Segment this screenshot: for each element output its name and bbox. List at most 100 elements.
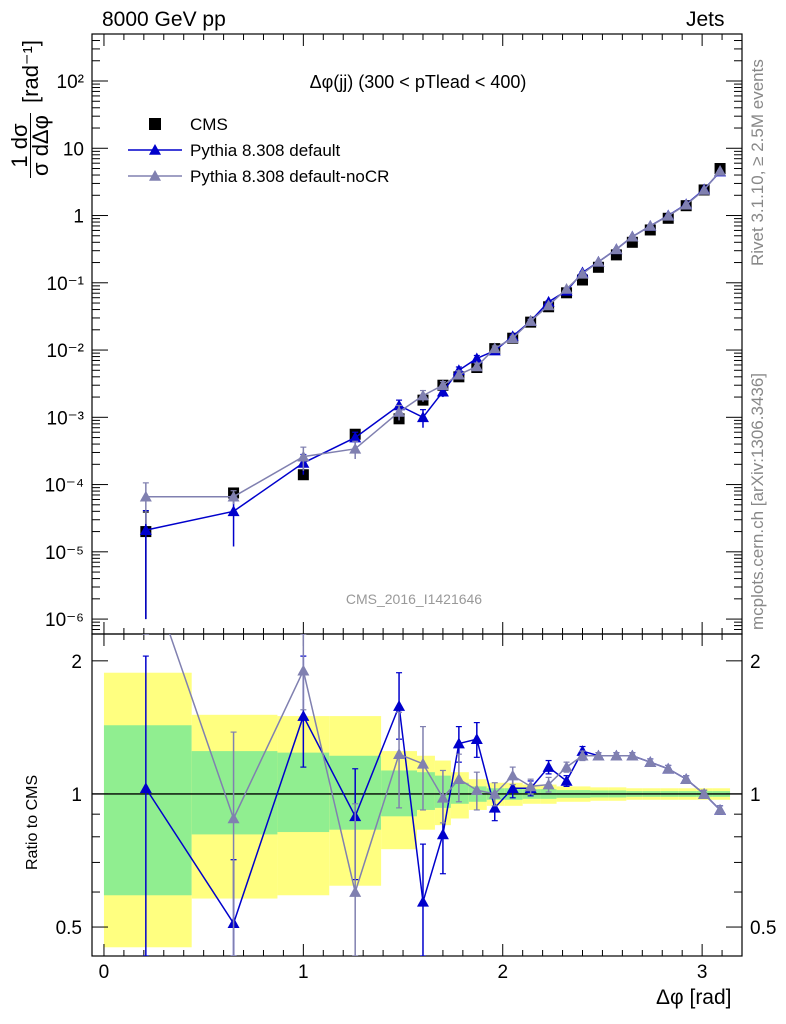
ratio-y-tick-label-right: 1 [750, 785, 761, 806]
data-point [227, 490, 240, 502]
ratio-y-tick-label-right: 2 [750, 652, 761, 673]
ratio-y-tick-label: 2 [71, 652, 82, 673]
ratio-point [542, 778, 555, 790]
data-point [714, 164, 727, 176]
data-point [470, 352, 483, 364]
x-tick-label: 3 [697, 962, 708, 983]
ratio-point [416, 895, 429, 907]
data-point [680, 198, 693, 210]
ratio-point [436, 791, 449, 803]
ratio-point [393, 700, 406, 711]
analysis-watermark: CMS_2016_I1421646 [346, 591, 482, 607]
ratio-point [470, 733, 483, 744]
ratio-y-tick-label: 0.5 [56, 918, 82, 939]
data-point [416, 411, 429, 423]
x-tick-label: 1 [298, 962, 309, 983]
data-point [452, 368, 465, 380]
data-point [524, 315, 537, 326]
ratio-point [488, 787, 501, 799]
ratio-frame [91, 633, 743, 957]
legend: CMS Pythia 8.308 default Pythia 8.308 defa… [128, 115, 389, 186]
data-point [227, 505, 240, 517]
data-point [488, 342, 501, 354]
data-point [349, 442, 362, 454]
y-tick-label: 10 [63, 139, 84, 160]
x-axis-label: Δφ [rad] [656, 986, 732, 1009]
ratio-point [349, 886, 362, 897]
ratio-point [470, 784, 483, 795]
ratio-point [626, 749, 639, 761]
ratio-point [488, 801, 501, 813]
data-point [626, 236, 638, 248]
ratio-point [680, 773, 693, 784]
ratio-series-pythia-8-308-default-nocr [142, 634, 727, 956]
data-point [662, 209, 675, 221]
y-tick-label: 1 [73, 207, 84, 228]
ratio-point [576, 749, 589, 761]
ratio-point [592, 749, 605, 761]
ratio-y-tick-label: 1 [71, 785, 82, 806]
ratio-point [662, 762, 675, 774]
ratio-point [436, 828, 449, 840]
band-green [450, 782, 469, 804]
data-point [436, 385, 449, 397]
legend-label: Pythia 8.308 default [190, 141, 341, 160]
data-point [610, 249, 622, 261]
ratio-point [542, 761, 555, 772]
data-point [139, 490, 152, 502]
data-point [592, 255, 605, 267]
header-right-label: Jets [686, 8, 725, 31]
ratio-point [297, 664, 310, 676]
legend-label: Pythia 8.308 default-noCR [190, 167, 389, 186]
y-tick-label: 10⁻² [47, 341, 85, 362]
band-green [417, 772, 435, 810]
ratio-point [560, 774, 573, 786]
ratio-point [416, 757, 429, 769]
series-pythia-8-308-default-nocr [139, 164, 727, 524]
y-tick-label: 10⁻⁶ [45, 610, 84, 631]
ratio-point [714, 803, 727, 815]
legend-label: CMS [190, 115, 228, 134]
data-point [626, 230, 639, 242]
ratio-point [644, 756, 657, 767]
ratio-point [524, 780, 537, 792]
data-point [698, 183, 711, 195]
data-point [576, 274, 588, 286]
ratio-point [393, 748, 406, 759]
y-tick-label: 10⁻¹ [47, 274, 85, 295]
data-point [542, 299, 555, 311]
data-point [610, 243, 623, 255]
header-left-label: 8000 GeV pp [102, 8, 226, 31]
ratio-point [297, 710, 310, 721]
legend-marker [149, 170, 161, 181]
chart-title: Δφ(jj) (300 < pTlead < 400) [310, 72, 527, 92]
data-point [576, 267, 589, 279]
ratio-point [506, 769, 519, 781]
band-green [103, 725, 192, 896]
ratio-point [560, 761, 573, 772]
series-line [145, 171, 721, 531]
y-tick-label: 10⁻³ [47, 408, 85, 429]
ratio-point [506, 782, 519, 794]
data-point [349, 431, 362, 443]
y-tick-label: 10⁻⁴ [45, 476, 84, 497]
data-point [470, 360, 483, 372]
y-tick-label: 10² [57, 72, 84, 93]
x-tick-label: 0 [99, 962, 110, 983]
data-point [393, 405, 406, 417]
ratio-point [452, 737, 465, 749]
data-point [436, 379, 449, 391]
y-tick-label: 10⁻⁵ [45, 543, 84, 564]
data-point [416, 389, 429, 401]
data-point [139, 524, 152, 535]
legend-marker [149, 144, 161, 155]
data-point [560, 282, 573, 294]
data-point [592, 261, 604, 273]
ratio-point [452, 773, 465, 784]
x-tick-label: 2 [497, 962, 508, 983]
series-line [145, 170, 721, 498]
ratio-point [610, 749, 623, 761]
data-point [644, 219, 657, 231]
ratio-point [698, 787, 711, 799]
